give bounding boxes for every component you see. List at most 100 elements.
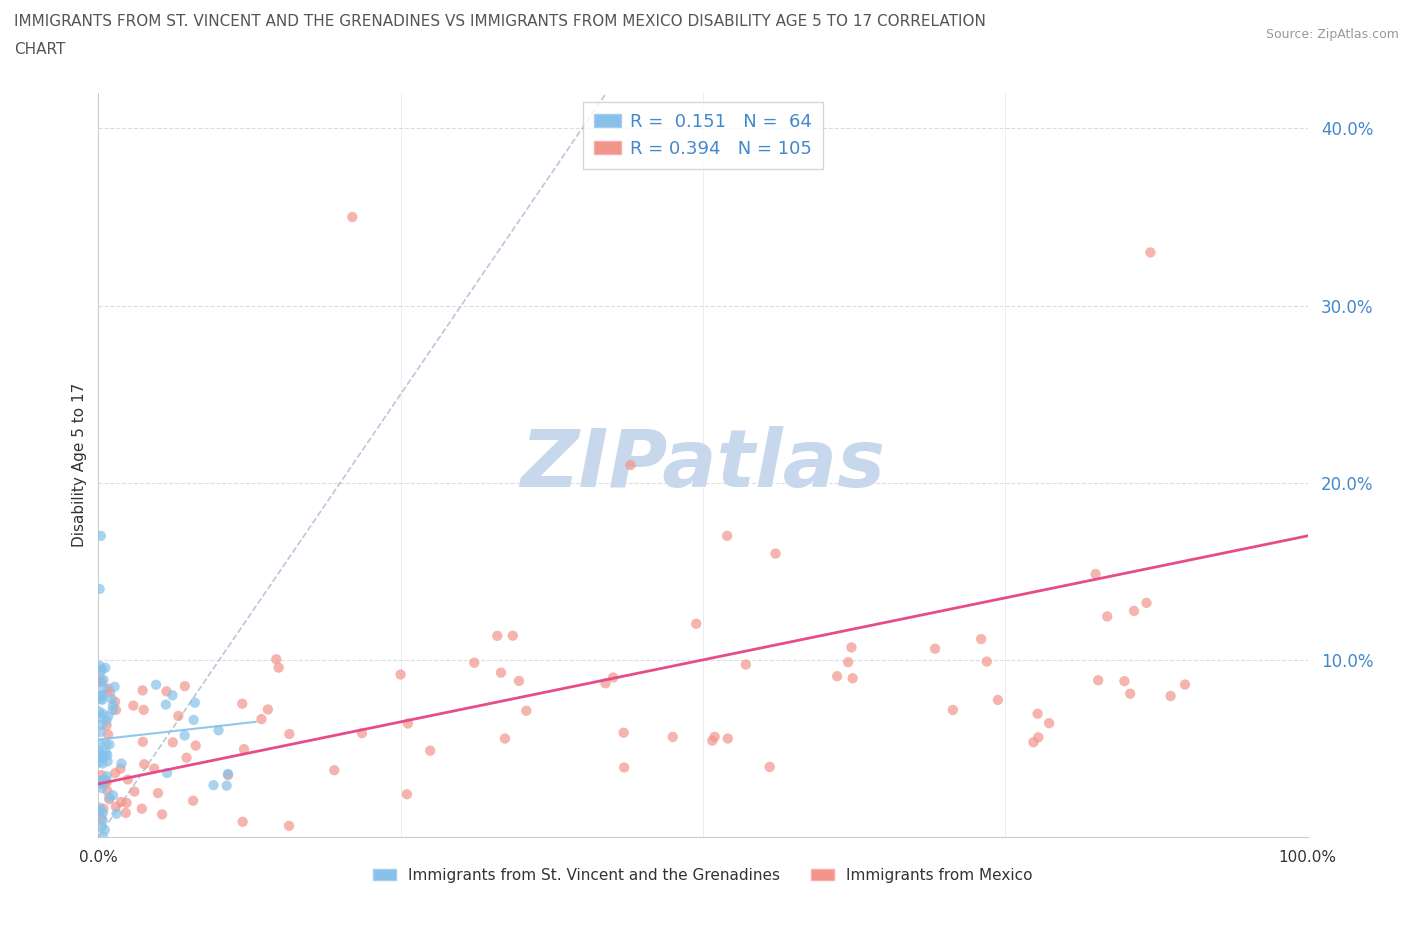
Point [266,652,288,667]
Point [233,741,256,756]
Text: CHART: CHART [14,42,66,57]
Point [486,629,509,644]
Point [278,818,301,833]
Point [1160,688,1182,703]
Point [91,777,114,791]
Point [97,727,120,742]
Point [87,746,110,761]
Point [515,703,537,718]
Point [602,670,624,684]
Point [98,791,121,806]
Point [463,656,485,671]
Point [98,685,121,700]
Point [734,658,756,672]
Point [89,743,111,758]
Point [110,756,132,771]
Point [508,673,530,688]
Point [89,724,111,739]
Point [131,802,153,817]
Point [90,717,112,732]
Point [87,704,110,719]
Point [685,617,707,631]
Point [1084,566,1107,581]
Point [93,681,115,696]
Point [104,679,127,694]
Point [267,660,290,675]
Point [134,757,156,772]
Point [104,765,127,780]
Point [104,695,127,710]
Point [232,815,254,830]
Point [146,786,169,801]
Point [613,725,636,740]
Point [595,676,617,691]
Point [98,737,121,751]
Point [395,787,418,802]
Point [90,811,112,826]
Point [502,629,524,644]
Point [89,800,111,815]
Point [758,760,780,775]
Point [970,631,993,646]
Point [90,820,112,835]
Text: Source: ZipAtlas.com: Source: ZipAtlas.com [1265,28,1399,41]
Point [90,528,112,543]
Point [837,655,859,670]
Point [765,546,787,561]
Point [350,725,373,740]
Point [90,751,112,765]
Point [489,665,512,680]
Point [90,688,112,703]
Point [202,777,225,792]
Point [342,209,364,224]
Point [619,458,641,472]
Point [89,581,111,596]
Point [1026,706,1049,721]
Point [1087,672,1109,687]
Point [110,794,132,809]
Point [1135,595,1157,610]
Point [1174,677,1197,692]
Point [389,667,412,682]
Point [104,799,127,814]
Point [1123,604,1146,618]
Point [215,778,238,793]
Point [105,806,128,821]
Point [96,776,118,790]
Point [97,754,120,769]
Point [396,716,419,731]
Text: IMMIGRANTS FROM ST. VINCENT AND THE GRENADINES VS IMMIGRANTS FROM MEXICO DISABIL: IMMIGRANTS FROM ST. VINCENT AND THE GREN… [14,14,986,29]
Point [841,640,863,655]
Point [217,766,239,781]
Point [173,728,195,743]
Point [89,674,111,689]
Point [1097,609,1119,624]
Point [419,743,441,758]
Point [91,688,114,703]
Point [90,674,112,689]
Point [494,731,516,746]
Text: ZIPatlas: ZIPatlas [520,426,886,504]
Point [124,784,146,799]
Point [702,733,724,748]
Point [976,654,998,669]
Point [131,683,153,698]
Point [183,712,205,727]
Point [841,671,863,685]
Point [96,718,118,733]
Point [217,767,239,782]
Point [145,677,167,692]
Point [117,772,139,787]
Point [143,761,166,776]
Point [91,805,114,820]
Point [132,702,155,717]
Point [114,805,136,820]
Point [1038,716,1060,731]
Point [1026,730,1049,745]
Point [162,735,184,750]
Point [90,692,112,707]
Point [87,775,110,790]
Point [94,772,117,787]
Point [173,679,195,694]
Point [323,763,346,777]
